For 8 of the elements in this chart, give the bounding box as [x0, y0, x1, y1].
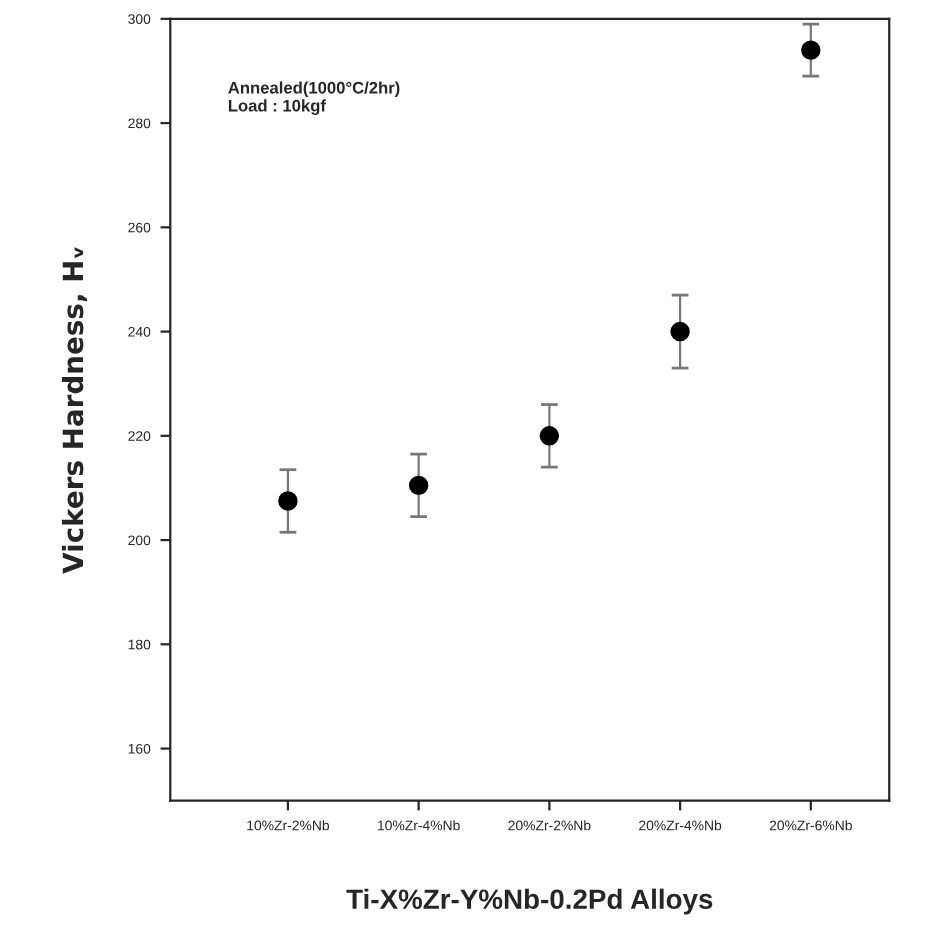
x-axis-title: Ti-X%Zr-Y%Nb-0.2Pd Alloys: [346, 888, 713, 915]
point: [539, 426, 560, 446]
y-axis-title: Vickers Hardness, Hᵥ: [61, 247, 87, 574]
point: [278, 491, 298, 511]
annotation: Annealed(1000°C/2hr) Load : 10kgf: [228, 81, 400, 115]
point: [670, 321, 690, 342]
point: [408, 475, 429, 496]
point: [801, 40, 821, 60]
